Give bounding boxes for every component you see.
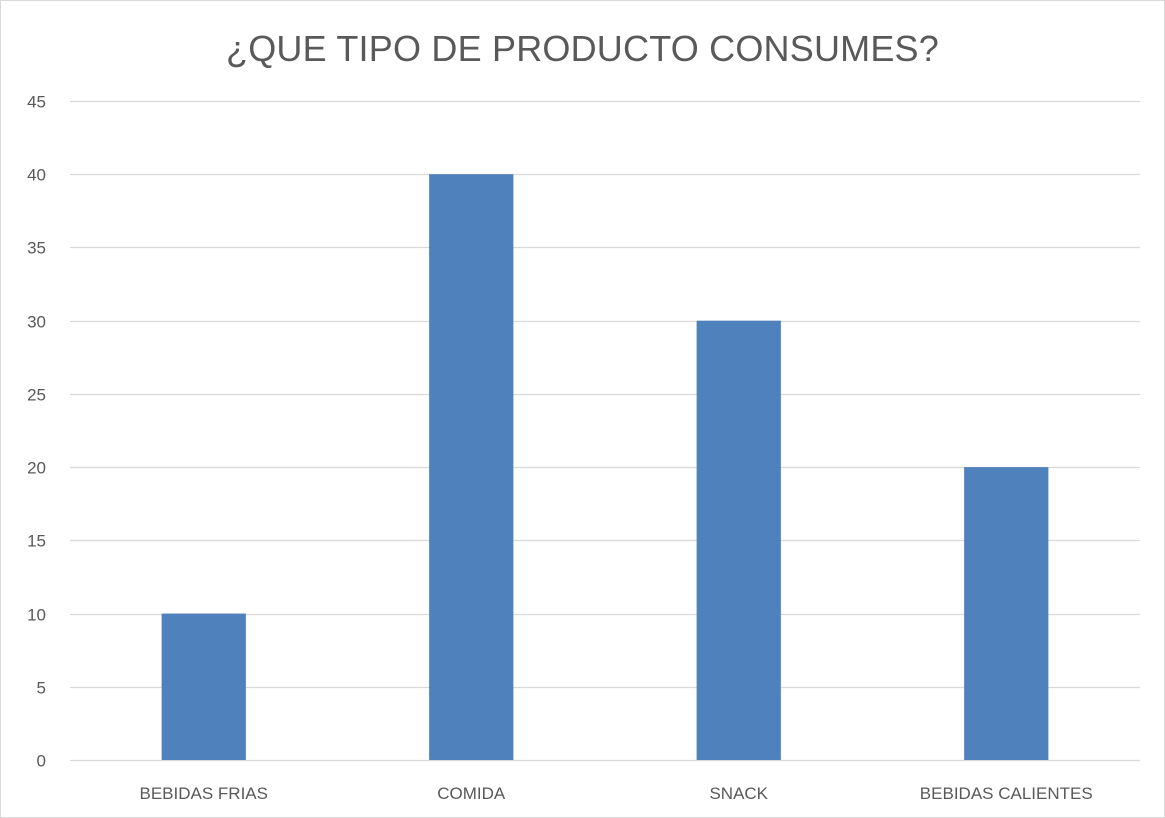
chart-title: ¿QUE TIPO DE PRODUCTO CONSUMES?	[226, 28, 939, 69]
y-tick-label: 35	[27, 239, 46, 258]
bar-snack	[696, 320, 781, 760]
y-tick-label: 25	[27, 386, 46, 405]
bar-layer	[161, 174, 1049, 760]
bar-comida	[429, 174, 514, 760]
y-tick-label: 10	[27, 606, 46, 625]
y-tick-label: 45	[27, 93, 46, 112]
x-category-label: BEBIDAS FRIAS	[140, 784, 268, 803]
x-category-label: COMIDA	[437, 784, 506, 803]
grid-layer	[70, 100, 1140, 762]
x-axis-category-labels: BEBIDAS FRIAS COMIDA SNACK BEBIDAS CALIENTE…	[140, 784, 1093, 803]
y-tick-label: 5	[37, 679, 46, 698]
x-category-label: SNACK	[709, 784, 768, 803]
bar-bebidas-frias	[161, 613, 246, 760]
x-category-label: BEBIDAS CALIENTES	[920, 784, 1093, 803]
y-tick-label: 30	[27, 313, 46, 332]
y-tick-label: 40	[27, 166, 46, 185]
y-tick-label: 15	[27, 532, 46, 551]
y-axis-tick-labels: 0 5 10 15 20 25 30 35 40 45	[27, 93, 46, 771]
y-tick-label: 20	[27, 459, 46, 478]
bar-bebidas-calientes	[964, 467, 1049, 760]
y-tick-label: 0	[37, 752, 46, 771]
